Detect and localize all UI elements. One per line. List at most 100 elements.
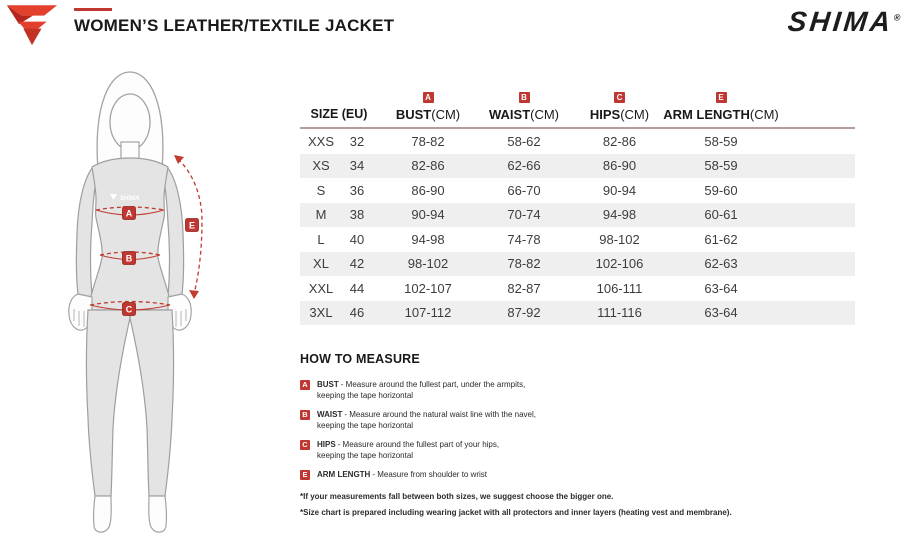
hips-value: 111-116 xyxy=(597,305,642,321)
woman-figure-illustration: SHIMA A B C xyxy=(68,71,203,533)
marker-b-badge: B xyxy=(122,251,136,265)
arm-value: 59-60 xyxy=(704,182,738,198)
bust-value: 90-94 xyxy=(411,207,445,223)
arm-length-column-header: E ARM LENGTH(CM) xyxy=(663,92,779,122)
hips-value: 94-98 xyxy=(602,207,637,223)
table-row: S 36 86-90 66-70 90-94 59-60 xyxy=(300,178,855,203)
badge-b: B xyxy=(518,92,530,103)
hips-value: 90-94 xyxy=(602,182,637,198)
page-title: WOMEN’S LEATHER/TEXTILE JACKET xyxy=(74,16,395,35)
hips-value: 82-86 xyxy=(602,133,637,149)
size-label: XS xyxy=(312,158,330,174)
hips-value: 102-106 xyxy=(595,256,644,272)
table-row: XL 42 98-102 78-82 102-106 62-63 xyxy=(300,251,855,276)
table-header: SIZE (EU) A BUST(CM) B WAIST(CM) C HIPS(… xyxy=(300,92,855,122)
right-foot xyxy=(148,495,168,533)
waist-value: 74-78 xyxy=(507,231,541,247)
waist-value: 70-74 xyxy=(507,207,541,223)
bust-value: 78-82 xyxy=(411,133,445,149)
brand-text: SHIMA xyxy=(786,6,896,37)
left-leg xyxy=(85,309,131,497)
arm-value: 61-62 xyxy=(704,231,738,247)
marker-c-badge: C xyxy=(122,302,136,316)
eu-size: 44 xyxy=(349,280,365,296)
bust-value: 107-112 xyxy=(404,305,452,321)
chest-logo-text: SHIMA xyxy=(120,196,139,202)
badge-a: A xyxy=(422,92,434,103)
arm-value: 58-59 xyxy=(704,133,738,149)
accent-bar xyxy=(74,8,112,11)
footnotes: *If your measurements fall between both … xyxy=(300,489,866,521)
bust-value: 86-90 xyxy=(411,182,445,198)
how-to-measure-heading: HOW TO MEASURE xyxy=(300,352,420,366)
marker-e-badge: E xyxy=(185,218,199,232)
badge-e: E xyxy=(300,470,310,480)
waist-value: 87-92 xyxy=(507,305,541,321)
left-hand-fingers xyxy=(73,309,85,327)
hips-value: 86-90 xyxy=(602,158,637,174)
waist-value: 62-66 xyxy=(507,158,541,174)
waist-column-header: B WAIST(CM) xyxy=(488,92,560,122)
arrow-up-icon xyxy=(174,155,184,164)
shima-mark-icon xyxy=(6,5,58,46)
measure-item-bust: A BUST - Measure around the fullest part,… xyxy=(300,379,866,401)
arm-value: 63-64 xyxy=(704,305,738,321)
left-foot xyxy=(92,495,112,533)
table-row: 3XL 46 107-112 87-92 111-116 63-64 xyxy=(300,300,855,325)
bust-value: 102-107 xyxy=(404,280,452,296)
size-label: 3XL xyxy=(309,305,333,321)
svg-text:A: A xyxy=(126,209,133,219)
eu-size: 34 xyxy=(349,158,365,174)
arm-value: 62-63 xyxy=(704,256,738,272)
bust-value: 98-102 xyxy=(407,256,449,272)
table-row: L 40 94-98 74-78 98-102 61-62 xyxy=(300,227,855,252)
badge-c: C xyxy=(614,92,625,103)
size-label: S xyxy=(316,182,326,198)
waist-value: 58-62 xyxy=(507,133,541,149)
waist-value: 66-70 xyxy=(507,182,541,198)
eu-size: 42 xyxy=(349,256,365,272)
hips-value: 106-111 xyxy=(596,280,643,296)
table-row: M 38 90-94 70-74 94-98 60-61 xyxy=(300,202,855,227)
footnote: *Size chart is prepared including wearin… xyxy=(300,508,732,517)
eu-size: 38 xyxy=(349,207,365,223)
waist-value: 82-87 xyxy=(507,280,541,296)
size-label: M xyxy=(315,207,327,223)
bust-value: 94-98 xyxy=(411,231,445,247)
size-table: SIZE (EU) A BUST(CM) B WAIST(CM) C HIPS(… xyxy=(300,92,855,325)
right-hand-fingers xyxy=(175,309,187,327)
arm-value: 63-64 xyxy=(704,280,738,296)
hips-value: 98-102 xyxy=(599,231,640,247)
size-label: L xyxy=(317,231,325,247)
how-to-measure-section: HOW TO MEASURE A BUST - Measure around th… xyxy=(300,352,866,521)
jacket-torso xyxy=(87,157,173,311)
arrow-down-icon xyxy=(189,290,199,299)
svg-text:C: C xyxy=(126,305,133,315)
bust-value: 82-86 xyxy=(411,158,445,174)
waist-value: 78-82 xyxy=(507,256,541,272)
marker-a-badge: A xyxy=(122,206,136,220)
hips-column-header: C HIPS(CM) xyxy=(589,92,650,122)
arm-value: 60-61 xyxy=(704,207,738,223)
eu-size: 32 xyxy=(349,133,365,149)
right-leg xyxy=(129,309,175,497)
measure-item-waist: B WAIST - Measure around the natural wais… xyxy=(300,409,866,431)
svg-text:B: B xyxy=(126,254,133,264)
shima-logo: SHIMA® xyxy=(786,6,901,38)
table-row: XXL 44 102-107 82-87 106-111 63-64 xyxy=(300,276,855,301)
measure-item-hips: C HIPS - Measure around the fullest part … xyxy=(300,439,866,461)
table-row: XXS 32 78-82 58-62 82-86 58-59 xyxy=(300,129,855,154)
badge-c: C xyxy=(300,440,310,450)
size-label: XXS xyxy=(307,133,334,149)
measure-item-arm-length: E ARM LENGTH - Measure from shoulder to w… xyxy=(300,469,866,480)
table-row: XS 34 82-86 62-66 86-90 58-59 xyxy=(300,153,855,178)
chest-logo-icon xyxy=(110,194,117,200)
table-header-rule xyxy=(300,127,855,129)
eu-size: 46 xyxy=(349,305,365,321)
badge-e: E xyxy=(715,92,727,103)
registered-mark: ® xyxy=(893,12,901,23)
size-column-header: SIZE (EU) xyxy=(310,107,368,121)
header-title-block: WOMEN’S LEATHER/TEXTILE JACKET xyxy=(74,8,394,36)
arm-length-measure-line xyxy=(174,155,203,299)
